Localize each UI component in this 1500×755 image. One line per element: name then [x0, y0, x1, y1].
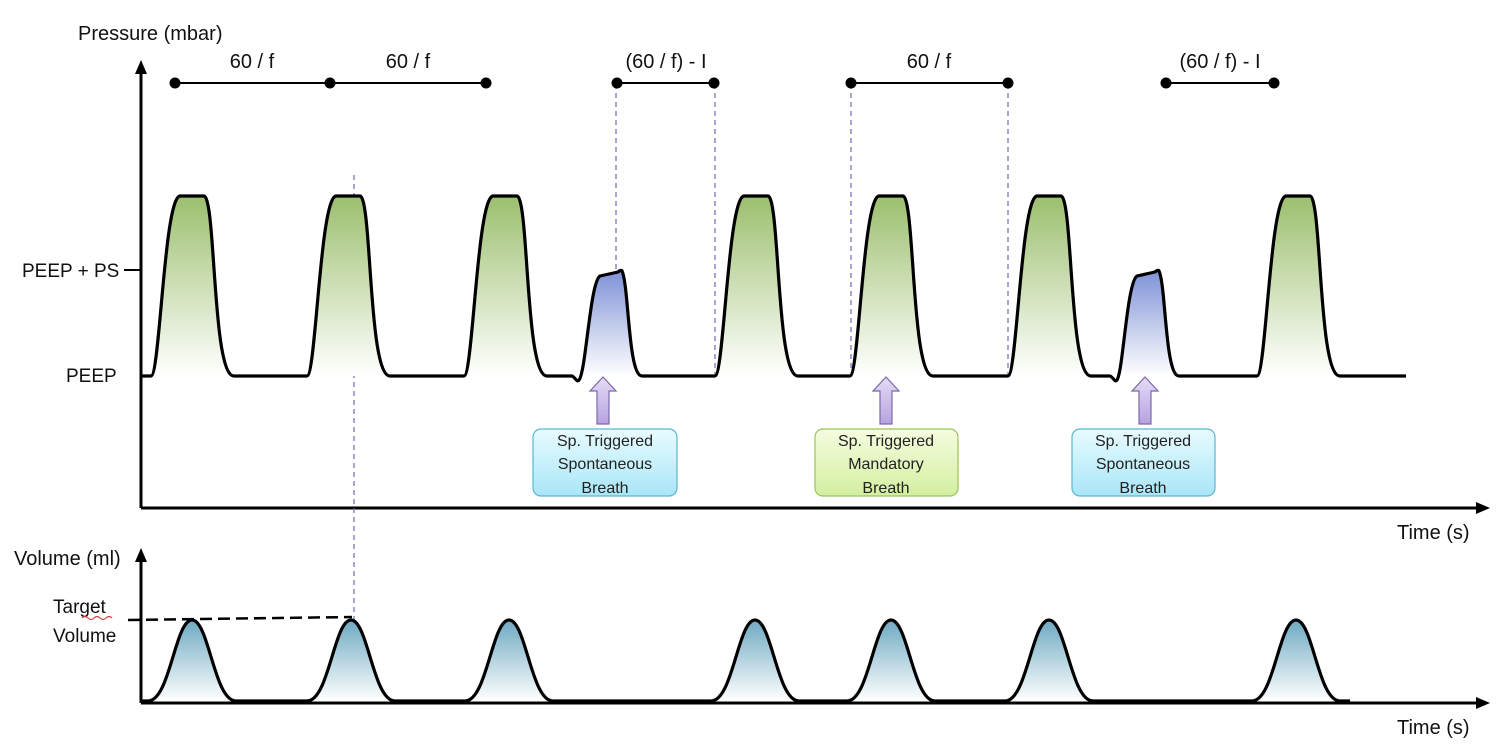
volume-axis-title: Volume (ml) — [14, 548, 121, 570]
interval-marker-1: 60 / f — [169, 51, 336, 89]
interval-marker-3: (60 / f) - I — [611, 51, 720, 89]
mandatory-breath-fill — [850, 196, 933, 376]
interval-label: (60 / f) - I — [1179, 51, 1260, 73]
annotation-line: Breath — [862, 480, 909, 497]
mandatory-breath-fill — [307, 196, 390, 376]
interval-marker-5: (60 / f) - I — [1160, 51, 1280, 89]
volume-breath-fill — [465, 620, 553, 701]
spontaneous-breath-fill — [580, 271, 642, 376]
target-underline-squiggle — [81, 615, 113, 621]
annotation-box-spontaneous: Sp. Triggered Spontaneous Breath — [532, 428, 678, 497]
annotation-line: Breath — [1119, 480, 1166, 497]
pressure-axis-title: Pressure (mbar) — [78, 23, 222, 45]
mandatory-breath-fill — [715, 196, 798, 376]
volume-breath-fill — [1252, 620, 1340, 701]
mandatory-breath-fill — [464, 196, 547, 376]
volume-breath-fill — [307, 620, 395, 701]
annotation-box-spontaneous: Sp. Triggered Spontaneous Breath — [1071, 428, 1216, 497]
target-volume-label-line1: Target — [53, 597, 107, 618]
pressure-waveform — [141, 194, 1406, 383]
mandatory-breath-fill — [1008, 196, 1091, 376]
annotation-line: Sp. Triggered — [1095, 433, 1191, 450]
volume-breath-fill — [148, 620, 236, 701]
peep-ps-level-label: PEEP + PS — [22, 261, 119, 282]
interval-marker-2: 60 / f — [330, 51, 492, 89]
interval-label: 60 / f — [386, 51, 431, 73]
pressure-axes — [124, 60, 1490, 514]
volume-breath-fills — [148, 620, 1340, 701]
volume-x-axis-label: Time (s) — [1397, 717, 1470, 739]
volume-axes — [135, 548, 1490, 709]
spontaneous-breath-fill — [1117, 271, 1179, 376]
interval-label: (60 / f) - I — [625, 51, 706, 73]
volume-breath-fill — [847, 620, 935, 701]
trigger-arrow — [588, 376, 618, 425]
mandatory-breath-fill — [1257, 196, 1340, 376]
interval-label: 60 / f — [907, 51, 952, 73]
annotation-line: Mandatory — [848, 456, 924, 473]
volume-breath-fill — [1005, 620, 1093, 701]
mandatory-breath-fill — [151, 196, 234, 376]
trigger-arrow — [1130, 376, 1160, 425]
annotation-line: Sp. Triggered — [838, 433, 934, 450]
annotation-line: Breath — [581, 480, 628, 497]
volume-waveform — [141, 618, 1350, 703]
trigger-arrow — [871, 376, 901, 425]
target-volume-label-line2: Volume — [53, 626, 116, 647]
annotation-line: Spontaneous — [558, 456, 652, 473]
annotation-line: Sp. Triggered — [557, 433, 653, 450]
interval-marker-4: 60 / f — [845, 51, 1014, 89]
volume-breath-fill — [711, 620, 799, 701]
annotation-line: Spontaneous — [1096, 456, 1190, 473]
target-volume-line — [127, 615, 353, 622]
annotation-box-mandatory: Sp. Triggered Mandatory Breath — [814, 428, 959, 497]
reference-dashed-lines — [353, 84, 1009, 675]
pressure-breath-fills — [151, 196, 1340, 376]
peep-level-label: PEEP — [66, 366, 117, 387]
pressure-x-axis-label: Time (s) — [1397, 522, 1470, 544]
interval-label: 60 / f — [230, 51, 275, 73]
